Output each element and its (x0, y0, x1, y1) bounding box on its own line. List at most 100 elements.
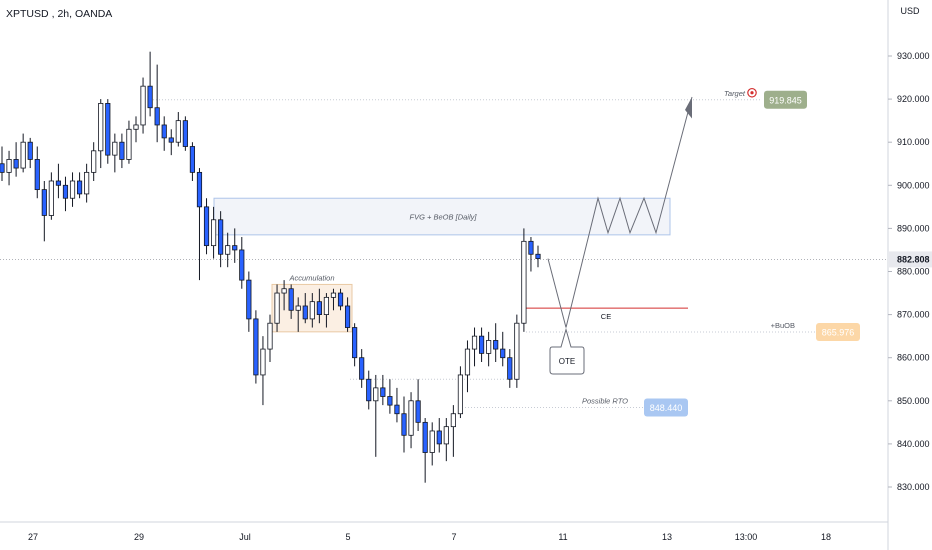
candle-body (521, 240, 527, 324)
candle-body (330, 292, 337, 298)
candle-body (119, 141, 125, 160)
candle-body (168, 137, 174, 143)
candle-body (175, 120, 181, 143)
candle-body (507, 357, 513, 380)
candle (500, 331, 506, 367)
candle (260, 336, 266, 406)
candle-body (457, 374, 464, 415)
candle (84, 163, 90, 203)
candle-body (401, 413, 407, 436)
candle-body (147, 85, 153, 109)
candle-body (48, 180, 54, 216)
candle-body (535, 253, 541, 259)
candle-layer (0, 51, 541, 483)
candle-body (246, 279, 252, 320)
candle (330, 288, 337, 311)
candle (478, 327, 485, 363)
candle-body (76, 180, 83, 195)
candle-body (309, 301, 315, 320)
x-tick-label: 5 (345, 532, 350, 542)
candle (76, 172, 83, 199)
candle-body (182, 120, 188, 147)
candle-body (91, 150, 97, 173)
candle-body (84, 171, 90, 195)
candle-body (359, 357, 365, 380)
y-tick-label: 930.000 (897, 51, 930, 61)
buob-label: +BuOB (771, 321, 795, 330)
y-tick-label: 900.000 (897, 180, 930, 190)
candle (0, 146, 5, 181)
candle (246, 271, 252, 332)
candle-body (126, 128, 132, 160)
y-tick-label: 860.000 (897, 353, 930, 363)
candle-body (20, 141, 26, 169)
candle (210, 206, 217, 259)
candle (126, 120, 132, 164)
candle (27, 137, 33, 169)
candle (175, 112, 181, 147)
candle (486, 331, 492, 367)
candle (373, 374, 379, 457)
candle (408, 392, 414, 449)
candle-body (380, 387, 386, 397)
candle-body (232, 245, 238, 251)
candle-body (41, 189, 47, 216)
candle (34, 146, 40, 199)
candle-body (366, 378, 372, 402)
candle (387, 379, 393, 414)
candle-body (500, 348, 506, 359)
candle-body (69, 180, 76, 199)
candle-body (196, 171, 203, 208)
symbol-label: XPTUSD (6, 8, 49, 20)
level-layer: Target 919.845 +BuOB 865.976 Possible RTO 848… (0, 87, 888, 417)
candle-body (493, 340, 499, 350)
candle-body (161, 124, 167, 139)
candle-body (344, 305, 351, 328)
zone-layer: FVG + BeOB [Daily] Accumulation (213, 197, 671, 333)
candle (507, 349, 513, 388)
ote-label: OTE (559, 357, 575, 366)
candle-body (154, 107, 160, 126)
target-icon-center (750, 91, 754, 95)
y-tick-label: 870.000 (897, 310, 930, 320)
candle (168, 129, 174, 156)
y-tick-label: 880.000 (897, 267, 930, 277)
candle (464, 340, 471, 393)
projection-path (547, 96, 693, 328)
x-tick-label: 29 (134, 532, 144, 542)
candle (119, 133, 125, 169)
candle (521, 228, 527, 332)
candle (344, 297, 351, 332)
target-badge (764, 90, 807, 109)
candle (535, 245, 541, 268)
candle (457, 366, 464, 419)
target-icon (747, 87, 757, 98)
candle (471, 327, 478, 367)
candle-body (323, 296, 330, 315)
interval-label: 2h (57, 8, 70, 20)
candle (288, 284, 294, 319)
candle (41, 180, 47, 242)
candle-body (274, 292, 280, 324)
candle (352, 323, 358, 367)
x-tick-label: 7 (451, 532, 456, 542)
candle (147, 51, 153, 117)
candle-body (62, 184, 69, 199)
candle (91, 142, 97, 181)
candle-body (239, 249, 245, 281)
candle (112, 133, 118, 173)
candle (443, 418, 449, 462)
y-tick-label: 920.000 (897, 94, 930, 104)
candle (295, 297, 301, 332)
y-tick-label: 850.000 (897, 396, 930, 406)
candle (133, 116, 139, 143)
candle-body (112, 141, 118, 156)
candle-body (140, 85, 146, 126)
candle (415, 379, 421, 431)
currency-label: USD (900, 6, 920, 16)
candle (253, 310, 259, 384)
candle-body (267, 322, 273, 350)
candle (203, 198, 210, 255)
